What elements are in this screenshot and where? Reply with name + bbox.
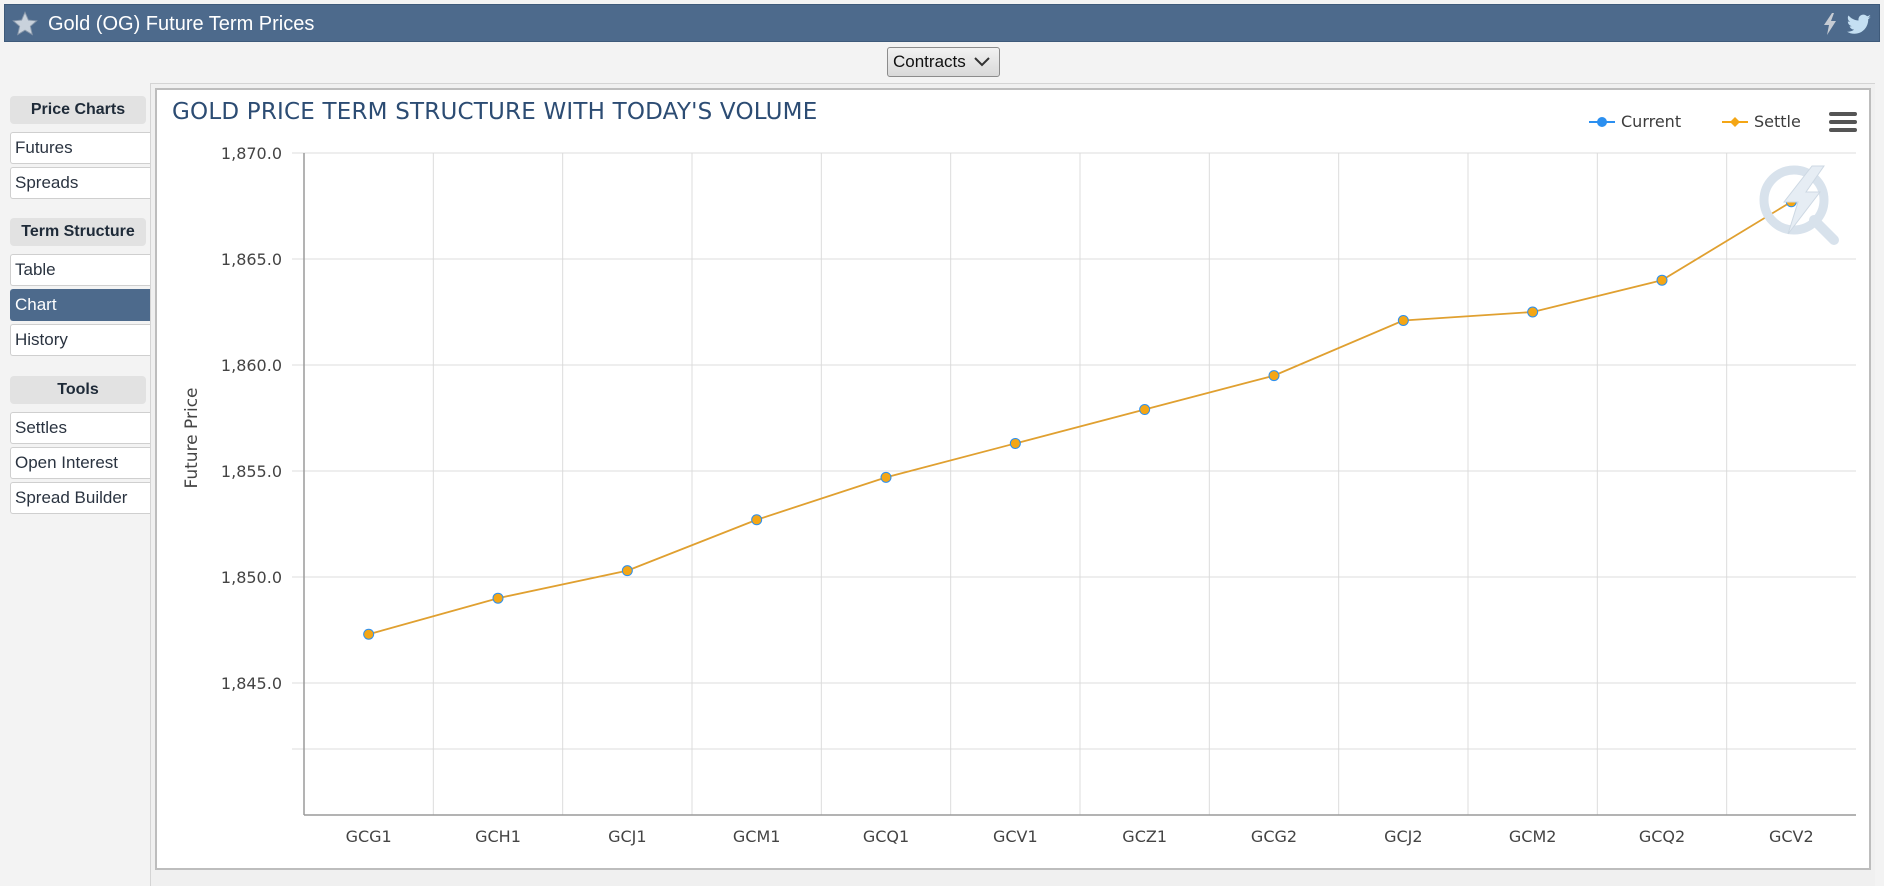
sidebar-item-spreads[interactable]: Spreads bbox=[10, 167, 150, 199]
x-tick-label: GCV1 bbox=[993, 827, 1038, 846]
legend-marker-current bbox=[1589, 117, 1615, 127]
watermark-logo-icon bbox=[1759, 165, 1839, 245]
chart-menu-icon[interactable] bbox=[1829, 112, 1857, 136]
x-tick-label: GCG1 bbox=[346, 827, 392, 846]
data-point-settle bbox=[493, 593, 503, 603]
data-point-settle bbox=[1398, 315, 1408, 325]
lightning-icon[interactable] bbox=[1821, 12, 1839, 36]
y-tick-label: 1,865.0 bbox=[221, 250, 282, 269]
y-tick-label: 1,845.0 bbox=[221, 674, 282, 693]
contracts-label: Contracts bbox=[893, 52, 966, 71]
sidebar-heading-term-structure: Term Structure bbox=[10, 218, 146, 246]
sidebar-heading-price-charts: Price Charts bbox=[10, 96, 146, 124]
x-tick-label: GCQ2 bbox=[1639, 827, 1685, 846]
data-point-settle bbox=[752, 515, 762, 525]
y-tick-label: 1,855.0 bbox=[221, 462, 282, 481]
series-line-settle bbox=[368, 200, 1792, 636]
data-point-settle bbox=[1010, 438, 1020, 448]
data-point-settle bbox=[1269, 371, 1279, 381]
sidebar-item-history[interactable]: History bbox=[10, 324, 150, 356]
legend-label-current: Current bbox=[1621, 112, 1682, 131]
data-point-settle bbox=[622, 566, 632, 576]
y-tick-label: 1,860.0 bbox=[221, 356, 282, 375]
legend-marker-settle bbox=[1722, 117, 1748, 127]
sidebar-item-futures[interactable]: Futures bbox=[10, 132, 150, 164]
title-bar: Gold (OG) Future Term Prices bbox=[4, 4, 1880, 42]
x-tick-label: GCH1 bbox=[475, 827, 521, 846]
data-point-settle bbox=[1657, 275, 1667, 285]
x-tick-label: GCM1 bbox=[733, 827, 781, 846]
x-tick-label: GCV2 bbox=[1769, 827, 1814, 846]
legend-item-current[interactable]: Current bbox=[1589, 112, 1699, 132]
x-tick-label: GCJ2 bbox=[1384, 827, 1422, 846]
y-tick-label: 1,870.0 bbox=[221, 144, 282, 163]
sidebar-item-spread-builder[interactable]: Spread Builder bbox=[10, 482, 150, 514]
x-tick-label: GCM2 bbox=[1509, 827, 1557, 846]
data-point-settle bbox=[364, 629, 374, 639]
data-point-settle bbox=[881, 472, 891, 482]
chevron-down-icon bbox=[974, 57, 990, 67]
sidebar-heading-tools: Tools bbox=[10, 376, 146, 404]
sidebar-item-open-interest[interactable]: Open Interest bbox=[10, 447, 150, 479]
x-tick-label: GCG2 bbox=[1251, 827, 1297, 846]
twitter-icon[interactable] bbox=[1845, 11, 1873, 37]
favorite-star-icon[interactable] bbox=[11, 10, 39, 38]
x-tick-label: GCZ1 bbox=[1122, 827, 1167, 846]
sidebar-item-chart[interactable]: Chart bbox=[10, 289, 150, 321]
data-point-settle bbox=[1528, 307, 1538, 317]
legend-item-settle[interactable]: Settle bbox=[1722, 112, 1817, 132]
price-chart: 1,870.0 1,865.0 1,860.0 1,855.0 1,850.0 1,845… bbox=[182, 144, 1856, 846]
y-axis-title: Future Price bbox=[182, 387, 202, 488]
data-point-settle bbox=[1140, 405, 1150, 415]
chart-title: GOLD PRICE TERM STRUCTURE WITH TODAY'S V… bbox=[172, 99, 818, 125]
sidebar-item-table[interactable]: Table bbox=[10, 254, 150, 286]
legend-label-settle: Settle bbox=[1754, 112, 1801, 131]
x-tick-label: GCJ1 bbox=[608, 827, 646, 846]
window-title: Gold (OG) Future Term Prices bbox=[48, 13, 315, 35]
chart-container: 1,870.0 1,865.0 1,860.0 1,855.0 1,850.0 1,845… bbox=[155, 88, 1871, 870]
x-tick-label: GCQ1 bbox=[863, 827, 909, 846]
sidebar-item-settles[interactable]: Settles bbox=[10, 412, 150, 444]
contracts-dropdown[interactable]: Contracts bbox=[887, 47, 1000, 77]
y-tick-label: 1,850.0 bbox=[221, 568, 282, 587]
